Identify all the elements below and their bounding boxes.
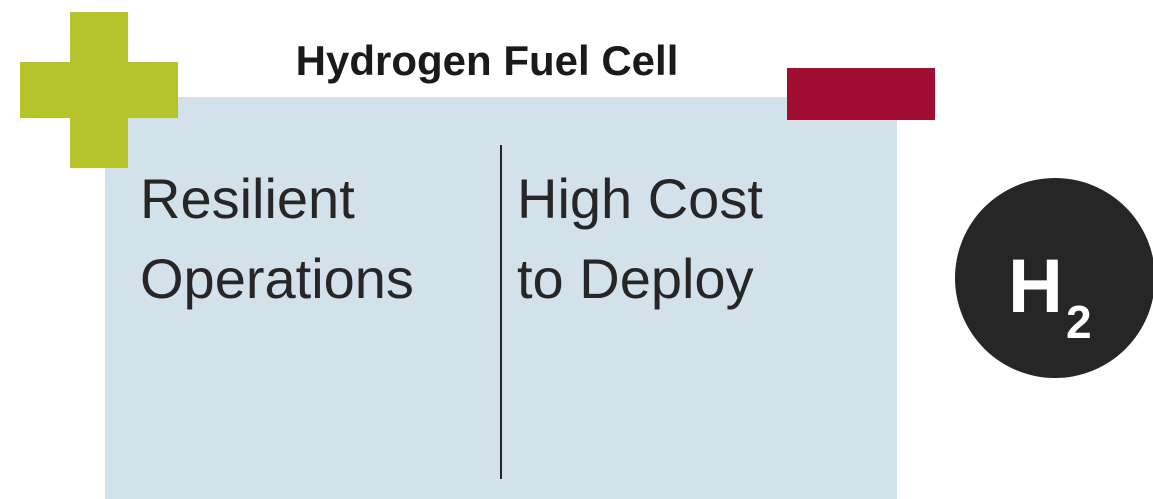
con-text: High Cost [517,167,763,230]
minus-icon [787,68,935,120]
pro-text: Operations [140,247,414,310]
title: Hydrogen Fuel Cell [296,37,679,84]
con-text: to Deploy [517,247,754,310]
plus-icon-horizontal [20,62,178,118]
icon-symbol: H [1008,244,1063,329]
h2-badge [955,178,1153,378]
icon-subscript: 2 [1066,296,1092,348]
pro-text: Resilient [140,167,355,230]
